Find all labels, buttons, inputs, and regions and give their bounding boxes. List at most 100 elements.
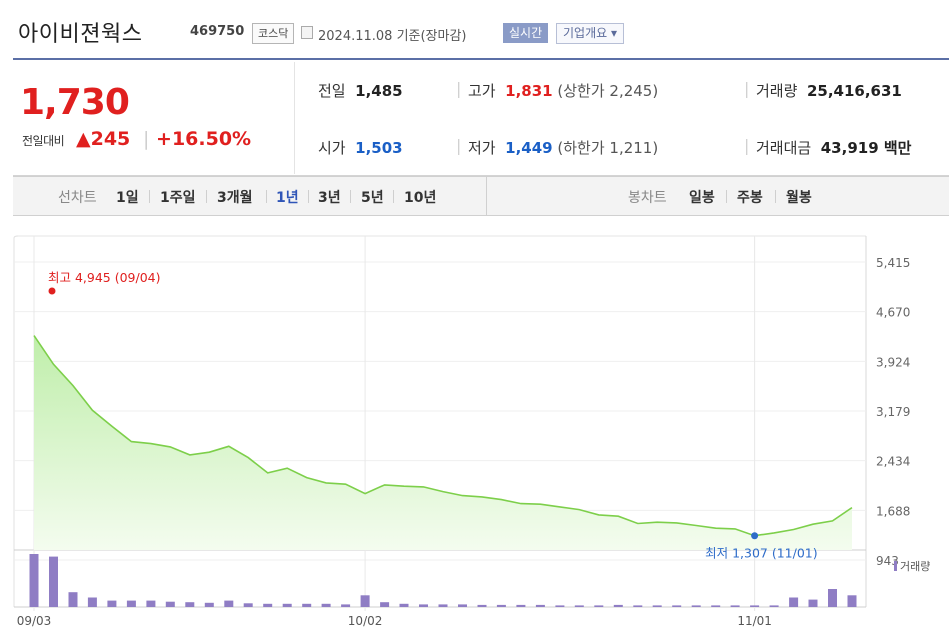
y-tick-label: 3,924 [876,355,910,369]
volume-bar [49,556,58,607]
volume-bar [730,605,740,607]
high-value: 1,831 [505,82,553,100]
line-chart-label: 선차트 [58,190,97,206]
chart-annotations: 거래량 최고 4,945 (09/04) 최저 1,307 (11/01) [48,270,930,573]
divider [486,177,487,215]
volume: 거래량 25,416,631 [756,80,902,101]
volume-bar [828,589,837,607]
quote-panel [13,58,949,176]
volume-bar [496,604,506,607]
tab-3y[interactable]: 3년 [318,190,341,206]
volume-bar [769,605,779,607]
change-percent-value: +16.50% [156,128,252,150]
low-price: 저가 1,449 (하한가 1,211) [468,137,658,158]
chart-frame [13,235,19,607]
trade-amount: 거래대금 43,919 백만 [756,137,911,158]
high-price: 고가 1,831 (상한가 2,245) [468,80,658,101]
tab-1d[interactable]: 1일 [116,190,139,206]
separator: | [456,79,462,98]
divider [294,62,295,174]
volume-bar [535,604,545,607]
current-price: 1,730 [20,82,130,123]
volume-bar [458,604,467,607]
tab-3m[interactable]: 3개월 [217,190,253,206]
volume-bar [360,595,370,607]
price-area [34,335,852,550]
price-line [33,335,853,537]
tab-10y[interactable]: 10년 [404,190,437,206]
stock-name: 아이비젼웍스 [18,22,143,47]
divider [266,190,267,203]
volume-bar [711,605,721,607]
realtime-button[interactable]: 실시간 [503,23,549,43]
divider [726,190,727,203]
x-tick-label: 09/03 [17,614,52,628]
calendar-icon [301,26,313,39]
market-badge: 코스닥 [252,23,295,44]
volume-bar [652,605,662,607]
volume-bar [477,604,487,607]
high-label: 고가 [468,82,496,100]
high-marker [48,287,56,295]
y-tick-label: 3,179 [876,405,910,419]
divider [350,190,351,203]
y-tick-label: 2,434 [876,455,910,469]
volume-bar [594,605,604,607]
volume-bar [380,602,390,607]
volume-bar [808,599,818,607]
volume-bar [574,605,584,607]
tab-1w[interactable]: 1주일 [160,190,196,206]
low-label: 최저 1,307 (11/01) [705,546,818,561]
change-label: 전일대비 [22,134,65,148]
separator: | [744,79,750,98]
high-label: 최고 4,945 (09/04) [48,270,161,285]
volume-bar [68,592,78,607]
x-tick-label: 10/02 [348,614,383,628]
volume-bar [165,601,175,607]
volume-bar [224,600,234,607]
open-label: 시가 [318,139,346,157]
tab-daily-candle[interactable]: 일봉 [689,190,715,206]
volume-bars [29,554,857,607]
change-value: ▲245 [76,128,131,150]
divider [308,190,309,203]
volume-bar [419,604,428,607]
divider [149,190,150,203]
low-value: 1,449 [505,139,553,157]
volume-bar [87,597,97,607]
open-price: 시가 1,503 [318,137,403,158]
volume-bar [613,604,623,607]
volume-bar [185,602,195,607]
volume-bar [107,600,117,607]
volume-bar [789,597,799,607]
divider [775,190,776,203]
volume-bar [672,605,682,607]
company-overview-dropdown[interactable]: 기업개요 ▾ [556,23,624,44]
tab-monthly-candle[interactable]: 월봉 [786,190,812,206]
volume-legend-label: 거래량 [900,560,930,573]
separator: | [143,128,150,150]
tab-1y[interactable]: 1년 [276,190,299,206]
lower-limit: (하한가 1,211) [557,139,659,157]
volume-legend-swatch [894,561,897,571]
volume-bar [691,605,701,607]
volume-bar [126,600,136,607]
y-tick-label: 943 [876,554,899,568]
tab-5y[interactable]: 5년 [361,190,384,206]
volume-bar [302,603,312,607]
upper-limit: (상한가 2,245) [557,82,659,100]
divider [206,190,207,203]
amount-value: 43,919 백만 [820,139,912,157]
y-tick-label: 1,688 [876,504,910,518]
volume-bar [555,605,565,607]
tab-weekly-candle[interactable]: 주봉 [737,190,763,206]
x-axis-labels: 09/03 10/02 11/01 [17,614,772,628]
separator: | [744,136,750,155]
volume-bar [321,603,331,607]
open-value: 1,503 [355,139,403,157]
prev-label: 전일 [318,82,346,100]
prev-value: 1,485 [355,82,403,100]
price-chart: 5,415 4,670 3,924 3,179 2,434 1,688 943 09/03 1… [13,235,930,628]
volume-bar [516,604,526,607]
volume-bar [341,604,351,607]
